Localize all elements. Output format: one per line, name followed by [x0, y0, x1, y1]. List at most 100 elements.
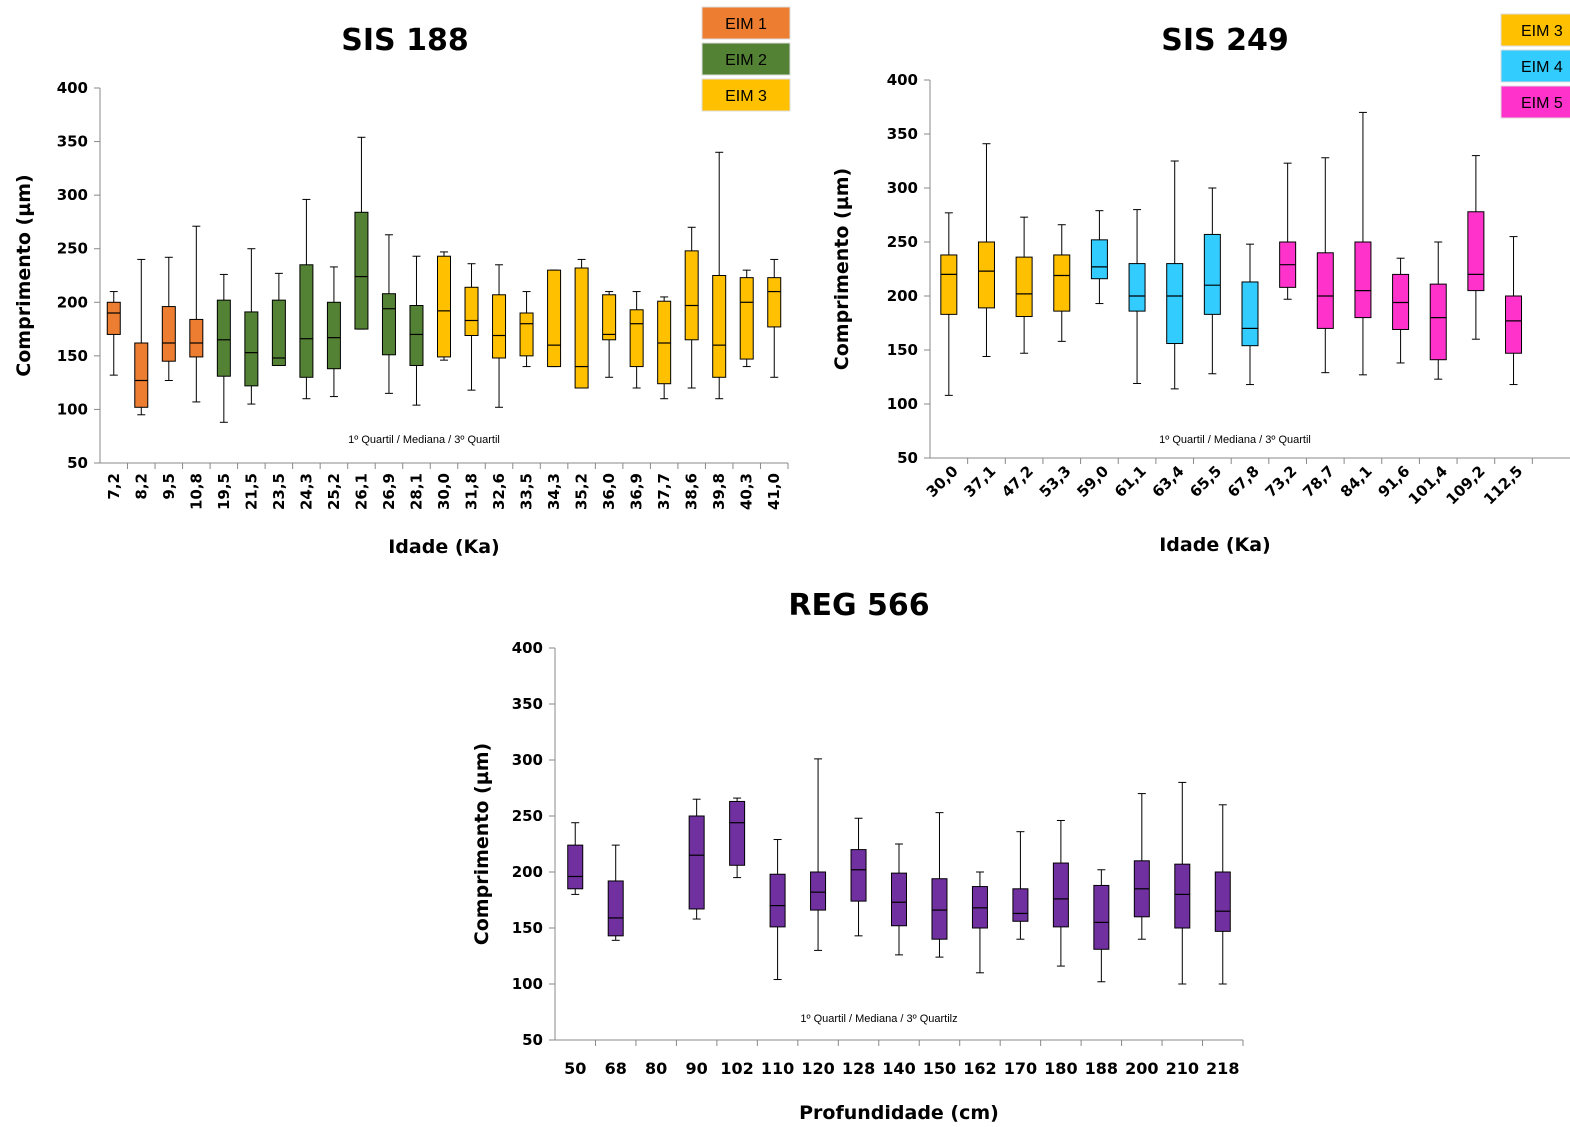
- box-sis249-14: [1467, 155, 1485, 340]
- box-reg566-7: [850, 817, 867, 937]
- x-tick-label: 170: [1004, 1059, 1037, 1078]
- y-tick-label: 250: [57, 240, 88, 258]
- x-tick-label: 47,2: [998, 462, 1037, 501]
- y-tick-label: 200: [512, 863, 543, 881]
- x-tick-label: 36,9: [628, 473, 646, 510]
- box-reg566-11: [1012, 831, 1029, 940]
- x-tick-label: 36,0: [600, 473, 618, 510]
- y-tick-label: 50: [897, 449, 918, 467]
- y-tick-label: 300: [57, 186, 88, 204]
- box-iqr: [607, 880, 624, 937]
- x-tick-label: 30,0: [435, 473, 453, 510]
- quartile-note: 1º Quartil / Mediana / 3º Quartil: [1159, 434, 1311, 446]
- x-tick-label: 31,8: [463, 473, 481, 510]
- x-tick-label: 38,6: [683, 473, 701, 510]
- box-sis249-2: [1015, 216, 1033, 354]
- box-iqr: [1015, 256, 1033, 318]
- y-tick-label: 250: [887, 233, 918, 251]
- box-iqr: [602, 294, 617, 341]
- x-tick-label: 10,8: [187, 473, 205, 510]
- box-iqr: [1316, 252, 1334, 329]
- box-sis188-3: [189, 225, 204, 403]
- legend-label: EIM 1: [725, 16, 767, 33]
- legend-label: EIM 3: [725, 88, 767, 105]
- x-tick-label: 35,2: [573, 473, 591, 510]
- box-sis188-13: [464, 263, 479, 391]
- x-tick-label: 40,3: [738, 473, 756, 510]
- box-sis188-2: [161, 256, 176, 381]
- box-reg566-12: [1052, 819, 1069, 967]
- box-iqr: [891, 872, 907, 927]
- y-tick-label: 350: [887, 125, 918, 143]
- box-iqr: [684, 250, 699, 341]
- box-reg566-4: [729, 797, 746, 879]
- box-sis188-19: [629, 291, 644, 389]
- box-sis249-8: [1241, 243, 1259, 386]
- legend-item-1: EIM 4: [1500, 49, 1570, 83]
- box-iqr: [931, 878, 948, 940]
- x-tick-label: 65,5: [1186, 462, 1225, 501]
- box-reg566-8: [891, 843, 907, 956]
- box-iqr: [739, 277, 754, 360]
- box-iqr: [1174, 863, 1191, 929]
- box-sis188-9: [354, 136, 369, 330]
- x-tick-label: 53,3: [1036, 462, 1075, 501]
- x-tick-label: 78,7: [1299, 462, 1338, 501]
- box-sis249-9: [1279, 162, 1297, 300]
- y-tick-label: 300: [887, 179, 918, 197]
- box-reg566-1: [607, 844, 624, 941]
- box-sis249-0: [940, 212, 958, 396]
- y-tick-label: 200: [57, 293, 88, 311]
- box-iqr: [1354, 241, 1372, 319]
- x-tick-label: 73,2: [1262, 462, 1301, 501]
- x-tick-label: 41,0: [765, 473, 783, 510]
- x-axis-title: Idade (Ka): [388, 536, 500, 558]
- box-iqr: [354, 211, 369, 330]
- box-iqr: [850, 849, 867, 902]
- box-iqr: [1505, 295, 1523, 354]
- box-sis188-17: [574, 258, 589, 389]
- box-iqr: [1093, 884, 1110, 950]
- box-iqr: [244, 311, 259, 387]
- box-iqr: [409, 305, 424, 366]
- chart-sis188: SIS 188 50 100 150 200 250 300 350 400 Compriment…: [13, 6, 791, 558]
- box-sis188-12: [437, 251, 451, 361]
- x-tick-label: 63,4: [1149, 462, 1188, 501]
- box-sis249-15: [1505, 236, 1523, 386]
- quartile-note: 1º Quartil / Mediana / 3º Quartilz: [800, 1013, 957, 1025]
- box-iqr: [1214, 871, 1231, 932]
- box-sis188-15: [519, 291, 534, 368]
- legend-label: EIM 2: [725, 52, 767, 69]
- x-tick-label: 34,3: [545, 473, 563, 510]
- x-tick-label: 21,5: [242, 473, 260, 510]
- x-tick-label: 37,1: [960, 462, 999, 501]
- x-tick-label: 188: [1085, 1059, 1118, 1078]
- chart-title: REG 566: [788, 588, 929, 623]
- legend-swatch: [701, 42, 791, 76]
- box-reg566-16: [1214, 804, 1231, 985]
- x-tick-label: 9,5: [160, 473, 178, 500]
- x-tick-label: 28,1: [407, 473, 425, 510]
- x-tick-label: 128: [842, 1059, 875, 1078]
- box-sis188-20: [657, 296, 672, 400]
- y-tick-label: 100: [887, 395, 918, 413]
- x-tick-label: 30,0: [923, 462, 962, 501]
- box-iqr: [574, 267, 589, 389]
- box-iqr: [1203, 233, 1221, 315]
- box-iqr: [106, 301, 121, 335]
- x-tick-label: 84,1: [1337, 462, 1376, 501]
- box-sis188-21: [684, 226, 699, 389]
- box-sis249-10: [1316, 157, 1334, 374]
- box-iqr: [1090, 239, 1108, 280]
- y-tick-label: 100: [512, 975, 543, 993]
- box-reg566-3: [688, 798, 705, 920]
- box-iqr: [326, 301, 341, 370]
- box-iqr: [629, 309, 644, 368]
- x-tick-label: 80: [645, 1059, 667, 1078]
- legend-swatch: [701, 6, 791, 40]
- legend-label: EIM 5: [1521, 95, 1563, 112]
- y-tick-label: 400: [57, 79, 88, 97]
- y-axis-title: Comprimento (µm): [471, 743, 493, 945]
- box-iqr: [1053, 254, 1071, 312]
- box-iqr: [769, 873, 786, 928]
